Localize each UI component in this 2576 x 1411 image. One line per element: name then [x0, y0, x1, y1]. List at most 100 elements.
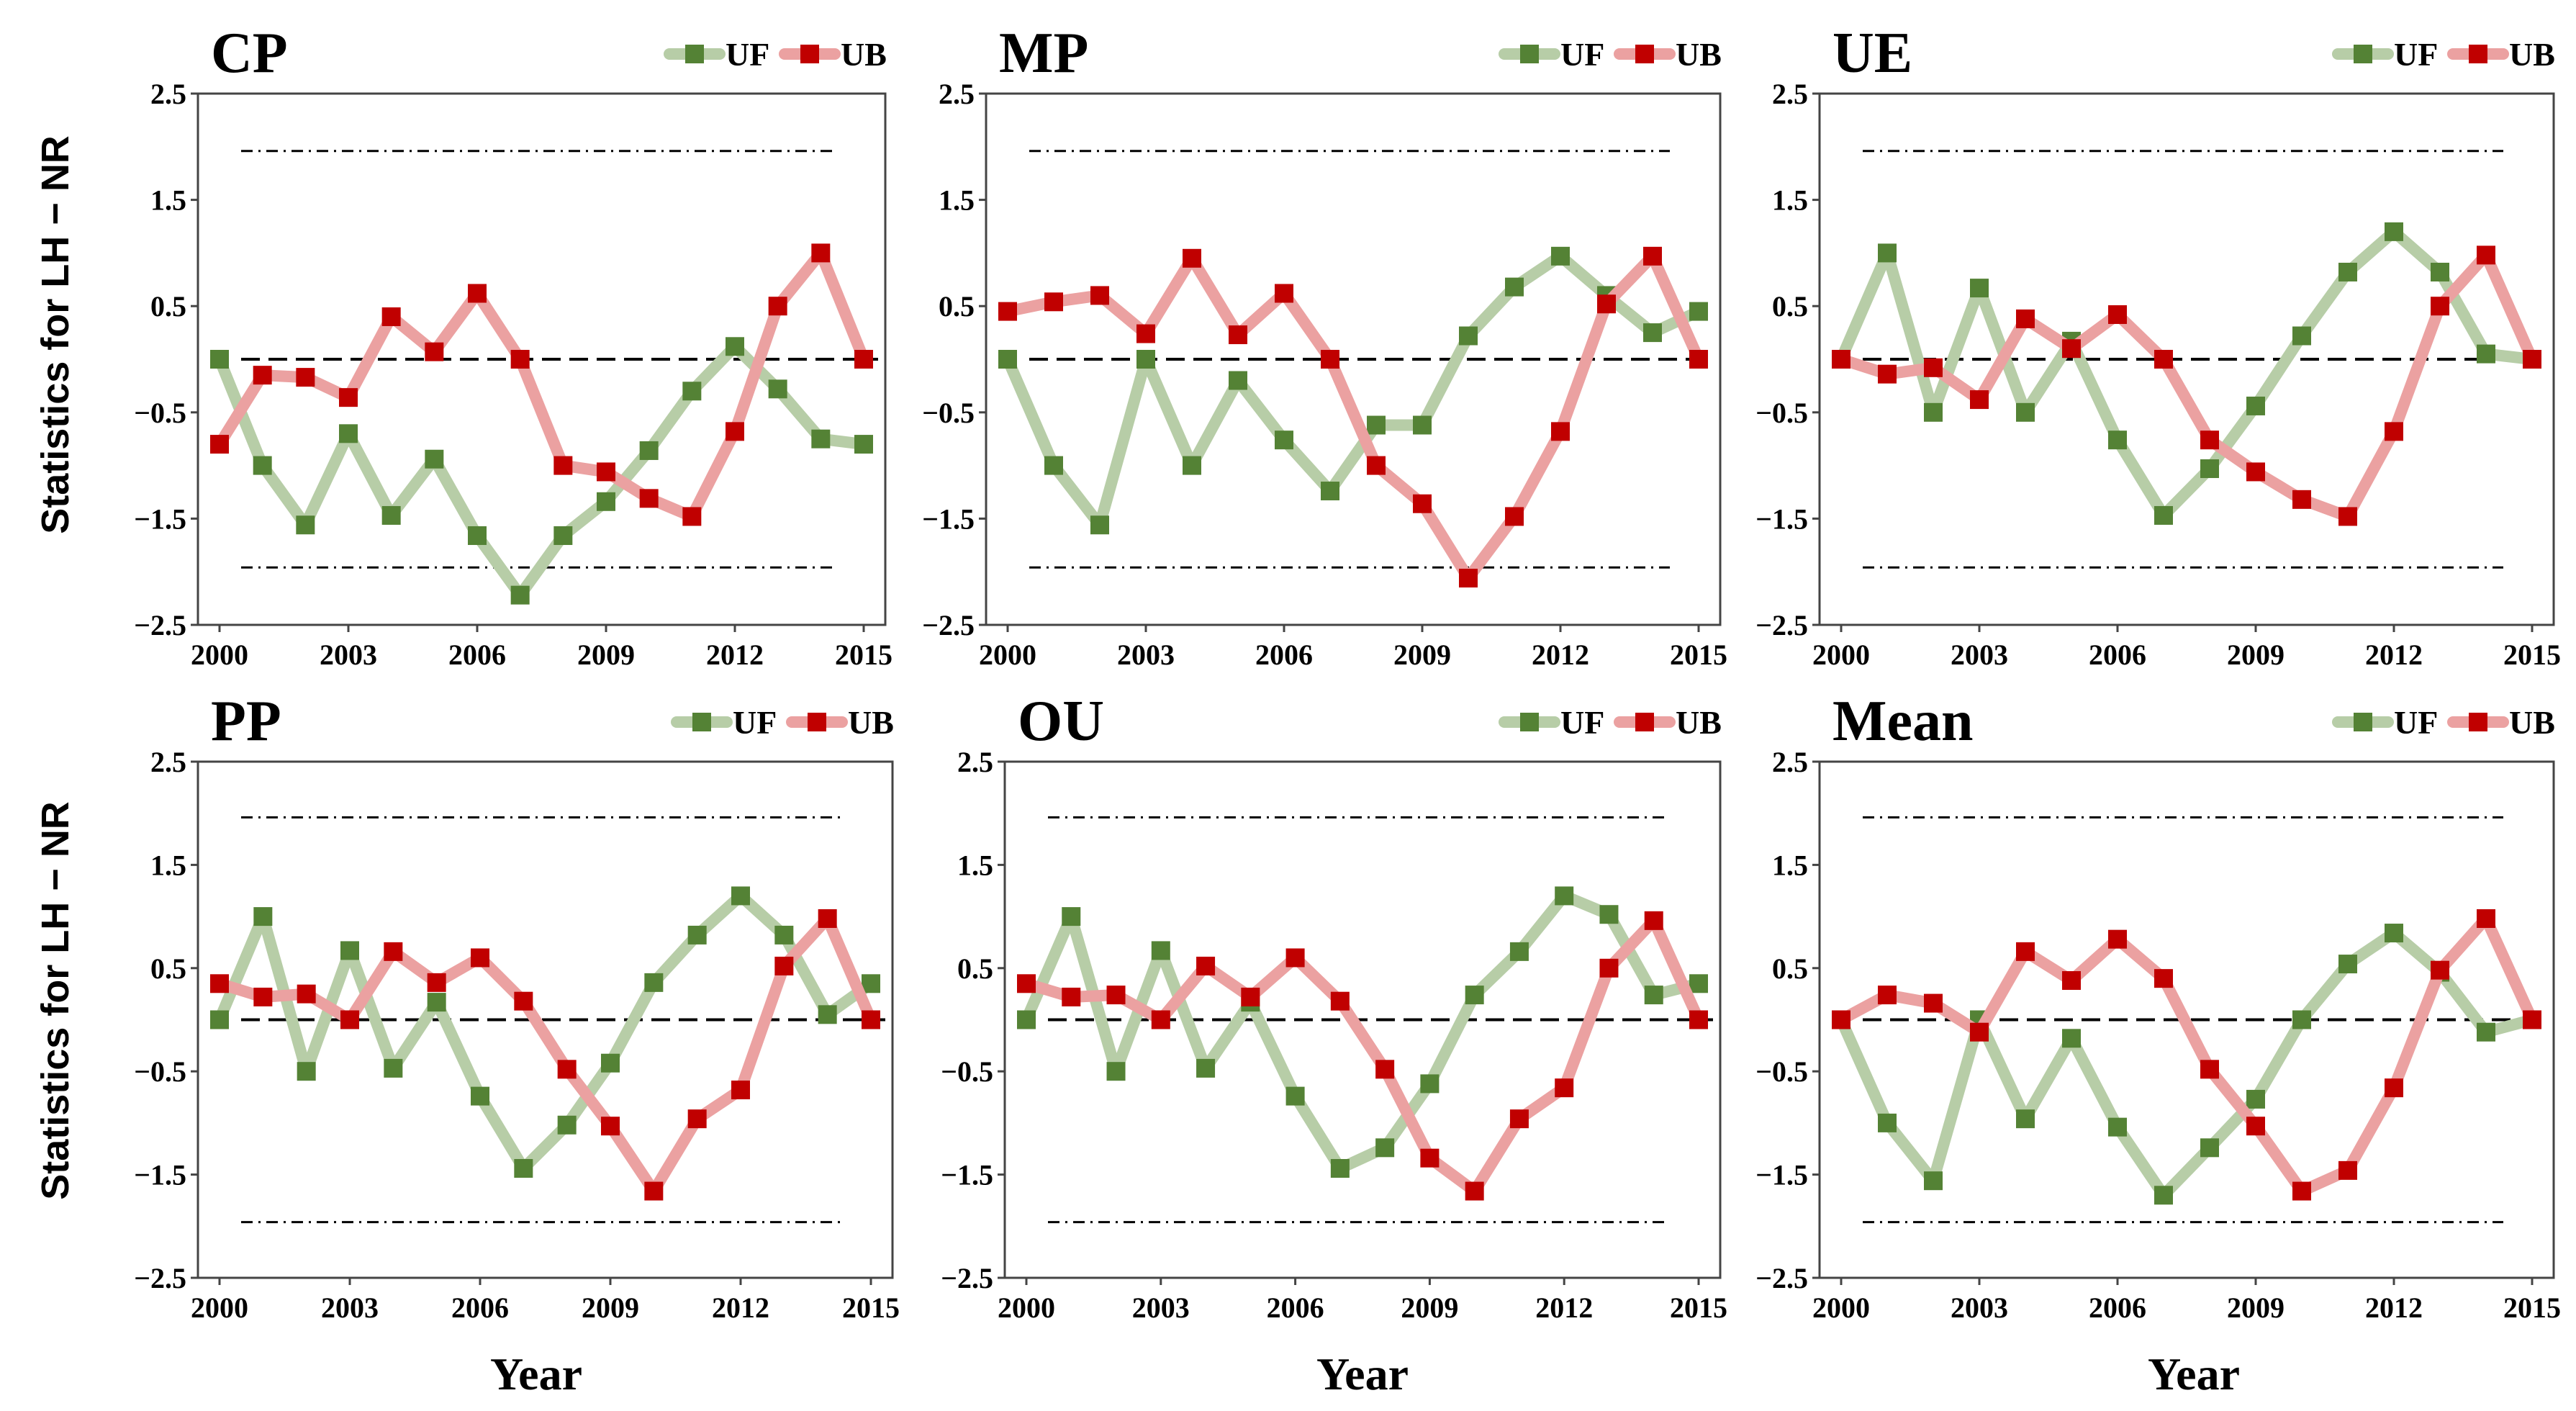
series-uf-point	[1420, 1074, 1440, 1094]
series-uf-point	[1229, 371, 1247, 390]
series-ub-point	[553, 456, 573, 475]
series-ub-point	[2292, 490, 2311, 509]
series-uf-point	[2062, 1029, 2081, 1048]
x-tick-label: 2003	[321, 1291, 379, 1324]
series-ub-point	[2431, 960, 2449, 980]
series-ub-point	[1413, 494, 1432, 513]
y-tick-label: 0.5	[150, 952, 186, 985]
y-tick-label: −2.5	[922, 609, 975, 641]
series-ub-point	[1509, 1109, 1529, 1129]
series-ub-point	[2016, 942, 2035, 961]
series-uf-point	[768, 379, 787, 399]
series-ub-point	[1321, 350, 1339, 369]
y-tick-label: −0.5	[134, 397, 186, 429]
series-uf-point	[557, 1115, 577, 1135]
series-uf-point	[774, 925, 794, 945]
legend-ub-marker	[2469, 45, 2487, 63]
y-tick-label: −1.5	[922, 502, 975, 535]
series-uf-point	[1367, 415, 1386, 435]
y-tick-label: −1.5	[1755, 1159, 1808, 1191]
series-ub-point	[557, 1060, 577, 1079]
series-ub-point	[597, 462, 615, 482]
series-uf-point	[2431, 262, 2449, 281]
series-uf-point	[2385, 924, 2403, 943]
y-tick-label: 1.5	[939, 184, 975, 217]
series-ub-point	[731, 1081, 750, 1100]
x-tick-label: 2000	[998, 1291, 1055, 1324]
x-tick-label: 2015	[2503, 1291, 2561, 1324]
series-ub-point	[1878, 986, 1897, 1005]
series-ub-point	[210, 435, 229, 454]
y-tick-label: −0.5	[941, 1055, 993, 1088]
series-ub-line	[1835, 912, 2538, 1197]
series-uf-point	[1136, 350, 1155, 369]
panel-title: MP	[999, 22, 1088, 85]
series-ub-point	[1459, 569, 1478, 588]
series-uf-point	[2338, 955, 2357, 974]
series-ub-point	[1241, 987, 1260, 1006]
series-ub-line	[1835, 249, 2538, 523]
plot-frame	[1818, 760, 2555, 1279]
x-tick-label: 2012	[1532, 639, 1589, 671]
series-ub-point	[1367, 456, 1386, 475]
series-ub-point	[1420, 1148, 1440, 1168]
y-tick-label: −1.5	[134, 1159, 186, 1191]
series-uf-point	[1044, 456, 1063, 475]
series-ub-line	[214, 912, 877, 1197]
series-uf-point	[381, 505, 401, 525]
legend-ub-marker	[808, 713, 826, 731]
y-tick-label: −0.5	[1755, 397, 1808, 429]
legend-uf-marker	[692, 713, 711, 731]
y-tick-label: 0.5	[1772, 952, 1808, 985]
legend-uf-marker	[1520, 713, 1539, 731]
series-uf-point	[427, 993, 446, 1012]
y-tick-label: −2.5	[134, 609, 186, 641]
series-ub-point	[340, 1010, 359, 1029]
legend-ub-marker	[1635, 713, 1654, 731]
legend-ub-label: UB	[848, 704, 894, 741]
series-uf-point	[1555, 886, 1574, 906]
series-uf-point	[1643, 323, 1662, 343]
series-ub-point	[1689, 350, 1708, 369]
legend-uf-label: UF	[1560, 704, 1604, 741]
series-ub-point	[811, 243, 831, 263]
series-uf-point	[998, 350, 1017, 369]
series-ub-point	[1924, 993, 1943, 1013]
series-ub-point	[1044, 292, 1063, 312]
series-uf-point	[601, 1053, 620, 1073]
series-ub-line	[1002, 250, 1704, 585]
x-tick-label: 2006	[1267, 1291, 1324, 1324]
series-ub-point	[854, 350, 873, 369]
series-uf-point	[731, 886, 750, 906]
series-ub-point	[1275, 284, 1293, 303]
y-tick-label: −1.5	[1755, 502, 1808, 535]
series-uf-point	[297, 1062, 316, 1081]
series-uf-point	[854, 435, 873, 454]
y-tick-label: 1.5	[150, 184, 186, 217]
legend-uf-marker	[685, 45, 704, 63]
series-ub-point	[2338, 1160, 2357, 1180]
y-tick-label: 0.5	[1772, 290, 1808, 323]
x-axis-title-left: Year	[490, 1348, 582, 1399]
series-ub-point	[1555, 1078, 1574, 1098]
legend-uf-marker	[1520, 45, 1539, 63]
series-ub-point	[1183, 248, 1201, 268]
x-tick-label: 2006	[448, 639, 506, 671]
series-uf-point	[1090, 515, 1109, 535]
legend-ub-label: UB	[1676, 704, 1722, 741]
series-ub-point	[682, 507, 702, 526]
series-ub-point	[726, 422, 744, 441]
y-tick-label: 1.5	[957, 849, 993, 881]
x-tick-label: 2009	[2227, 639, 2284, 671]
series-ub-point	[768, 297, 787, 316]
series-uf-point	[1689, 302, 1708, 321]
series-uf-point	[1196, 1058, 1216, 1078]
series-ub-point	[1229, 325, 1247, 345]
series-ub-point	[1106, 986, 1126, 1005]
series-ub-point	[1599, 958, 1619, 978]
series-uf-line	[1835, 225, 2538, 521]
series-ub-point	[1878, 364, 1897, 384]
series-uf-point	[514, 1158, 533, 1178]
series-ub-point	[510, 350, 530, 369]
